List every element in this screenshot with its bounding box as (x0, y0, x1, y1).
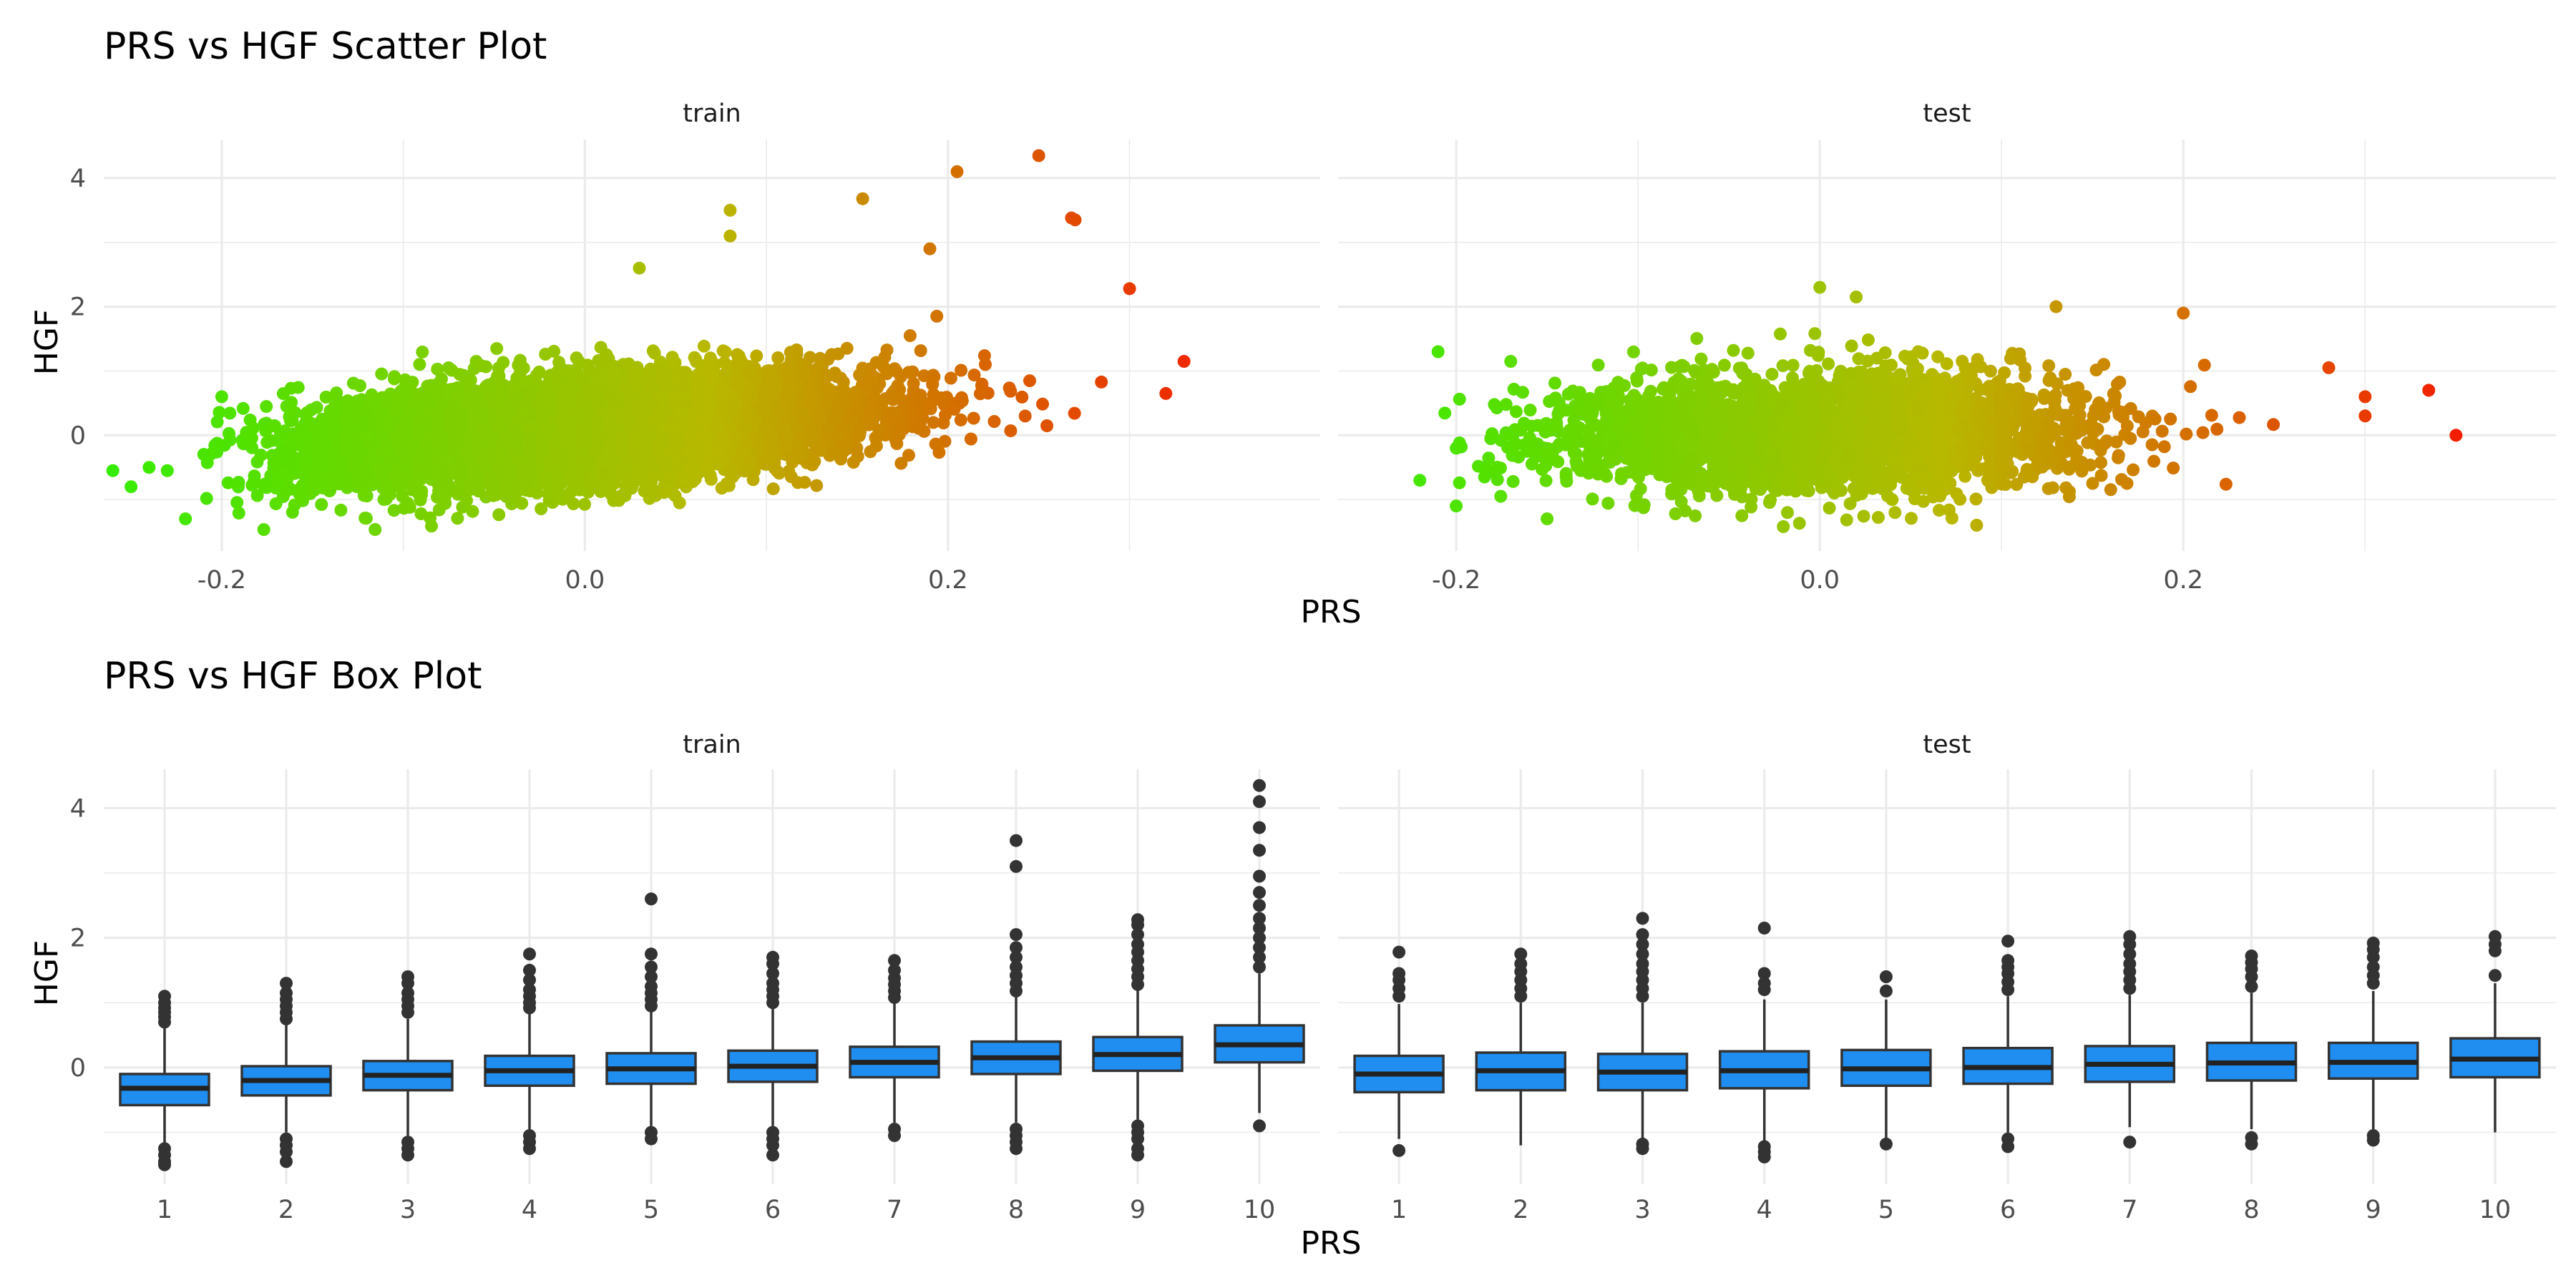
scatter-point (1002, 381, 1016, 395)
scatter-point (250, 489, 264, 502)
scatter-point (490, 342, 504, 356)
scatter-point (784, 346, 797, 359)
scatter-point (927, 416, 940, 429)
scatter-point (903, 329, 917, 343)
scatter-panel-train: train -0.2 0.0 0.2 (104, 99, 1320, 595)
scatter-point (673, 496, 686, 509)
scatter-point (304, 403, 318, 416)
scatter-point (864, 445, 877, 459)
scatter-point (810, 479, 824, 492)
scatter-point (578, 497, 592, 511)
scatter-point (315, 498, 328, 512)
scatter-point (894, 457, 908, 470)
scatter-point (1004, 424, 1018, 437)
scatter-point (487, 489, 500, 502)
scatter-point (954, 413, 967, 426)
scatter-point (497, 356, 510, 369)
scatter-point (804, 351, 816, 364)
scatter-point (955, 364, 968, 377)
scatter-point (1023, 374, 1036, 388)
scatter-point (977, 349, 991, 363)
scatter-point (457, 369, 470, 382)
scatter-point (924, 402, 937, 416)
scatter-point (330, 386, 343, 400)
scatter-point (1040, 419, 1054, 432)
scatter-point (1095, 375, 1108, 389)
scatter-point (388, 372, 401, 386)
scatter-point (479, 360, 492, 374)
scatter-point (539, 348, 552, 361)
scatter-point (334, 503, 348, 517)
scatter-point (1015, 390, 1029, 404)
scatter-title: PRS vs HGF Scatter Plot (104, 25, 547, 68)
scatter-point (387, 504, 401, 517)
scatter-point (431, 362, 444, 376)
scatter-point (902, 449, 915, 462)
scatter-point (514, 353, 527, 367)
scatter-point (416, 345, 429, 358)
scatter-point (1036, 397, 1049, 411)
scatter-point (269, 497, 283, 510)
scatter-point (869, 356, 883, 369)
scatter-point (210, 415, 224, 429)
scatter-point (223, 406, 237, 420)
scatter-point (914, 344, 927, 358)
scatter-point (257, 523, 270, 537)
scatter-point (286, 505, 299, 519)
scatter-point (964, 432, 977, 446)
scatter-point (771, 351, 785, 364)
scatter-section: PRS vs HGF Scatter Plot train -0.2 0.0 0.2… (29, 25, 2556, 630)
scatter-point (1018, 409, 1032, 423)
scatter-strip-train: train (683, 99, 741, 128)
scatter-points-train (106, 149, 1191, 537)
scatter-point (200, 456, 214, 469)
scatter-point (847, 456, 860, 469)
scatter-point (492, 508, 506, 522)
